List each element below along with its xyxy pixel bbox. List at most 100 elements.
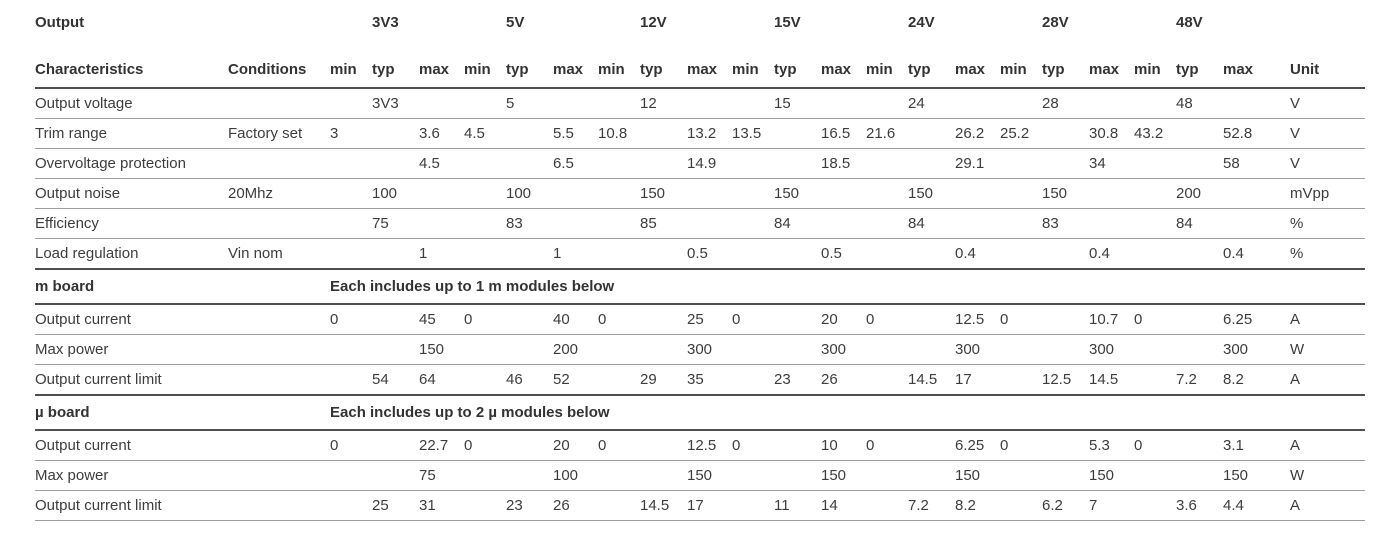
unit-header: Unit (1268, 48, 1365, 89)
typ-value-cell (1176, 238, 1223, 270)
typ-value-cell: 150 (908, 178, 955, 209)
typ-value-cell (1042, 148, 1089, 179)
rail-header: 24V (908, 14, 935, 31)
typ-value-cell (908, 460, 955, 491)
max-value-cell: 300 (955, 334, 1000, 365)
min-value-cell (598, 238, 640, 270)
min-value-cell (1000, 178, 1042, 209)
output-characteristics-table: Output 3V3 5V 12V 15V 24V 28V 48V Characteristi… (35, 12, 1365, 521)
header-spacer (464, 12, 506, 48)
typ-value-cell: 14.5 (640, 490, 687, 521)
table-row: Output current limit 25 31 23 26 14.5 17 11 14 7.… (35, 490, 1365, 521)
typ-value-cell: 7.2 (908, 490, 955, 521)
unit-cell: W (1268, 460, 1365, 491)
typ-value-cell (1176, 304, 1223, 335)
max-value-cell: 16.5 (821, 118, 866, 149)
min-value-cell: 0 (1000, 430, 1042, 461)
max-value-cell: 17 (955, 364, 1000, 396)
max-value-cell: 12.5 (955, 304, 1000, 335)
typ-value-cell (1176, 118, 1223, 149)
max-value-cell: 4.4 (1223, 490, 1268, 521)
table-row: Overvoltage protection 4.5 6.5 14.9 18.5 29.1… (35, 148, 1365, 179)
max-value-cell (687, 88, 732, 119)
typ-value-cell (908, 304, 955, 335)
header-spacer (553, 12, 598, 48)
condition-cell (228, 304, 330, 335)
typ-value-cell (908, 118, 955, 149)
subcol-header-min: min (330, 48, 372, 89)
max-value-cell: 150 (1223, 460, 1268, 491)
max-value-cell: 75 (419, 460, 464, 491)
rail-header: 15V (774, 14, 801, 31)
max-value-cell: 25 (687, 304, 732, 335)
min-value-cell (464, 490, 506, 521)
min-value-cell (1000, 208, 1042, 239)
min-value-cell (1000, 490, 1042, 521)
row-label: Output current (35, 430, 228, 461)
subcol-header-typ: typ (372, 48, 419, 89)
typ-value-cell (908, 238, 955, 270)
max-value-cell (1089, 88, 1134, 119)
typ-value-cell (372, 334, 419, 365)
section-row: m board Each includes up to 1 m modules b… (35, 268, 1365, 305)
condition-cell (228, 364, 330, 396)
min-value-cell: 0 (464, 304, 506, 335)
max-value-cell: 300 (1223, 334, 1268, 365)
row-label: Trim range (35, 118, 228, 149)
min-value-cell (1134, 460, 1176, 491)
min-value-cell (1134, 178, 1176, 209)
max-value-cell: 8.2 (1223, 364, 1268, 396)
header-spacer (1134, 12, 1176, 48)
unit-cell: mVpp (1268, 178, 1365, 209)
min-value-cell (1000, 334, 1042, 365)
subcol-header-max: max (821, 48, 866, 89)
header-spacer (732, 12, 774, 48)
subcol-header-max: max (419, 48, 464, 89)
typ-value-cell (774, 118, 821, 149)
conditions-header: Conditions (228, 48, 330, 89)
min-value-cell (330, 208, 372, 239)
max-value-cell: 64 (419, 364, 464, 396)
max-value-cell: 45 (419, 304, 464, 335)
min-value-cell (598, 490, 640, 521)
datasheet-page: Output 3V3 5V 12V 15V 24V 28V 48V Characteristi… (35, 12, 1365, 521)
unit-cell: A (1268, 490, 1365, 521)
unit-cell: A (1268, 304, 1365, 335)
typ-value-cell (372, 460, 419, 491)
condition-cell (228, 490, 330, 521)
min-value-cell: 0 (1000, 304, 1042, 335)
section-label: m board (35, 268, 330, 305)
max-value-cell: 300 (687, 334, 732, 365)
typ-value-cell (506, 118, 553, 149)
max-value-cell: 8.2 (955, 490, 1000, 521)
typ-value-cell (640, 118, 687, 149)
min-value-cell (464, 208, 506, 239)
min-value-cell (732, 208, 774, 239)
max-value-cell: 0.5 (687, 238, 732, 270)
max-value-cell: 0.4 (1089, 238, 1134, 270)
subcol-header-typ: typ (908, 48, 955, 89)
max-value-cell: 6.5 (553, 148, 598, 179)
min-value-cell: 0 (464, 430, 506, 461)
typ-value-cell: 84 (1176, 208, 1223, 239)
row-label: Output current (35, 304, 228, 335)
typ-value-cell (640, 148, 687, 179)
typ-value-cell (640, 460, 687, 491)
max-value-cell: 6.25 (955, 430, 1000, 461)
max-value-cell: 150 (419, 334, 464, 365)
row-label: Max power (35, 334, 228, 365)
max-value-cell: 35 (687, 364, 732, 396)
max-value-cell: 31 (419, 490, 464, 521)
rail-header-row: Output 3V3 5V 12V 15V 24V 28V 48V (35, 12, 1365, 48)
min-value-cell (1000, 238, 1042, 270)
max-value-cell: 150 (1089, 460, 1134, 491)
min-value-cell: 0 (866, 304, 908, 335)
min-value-cell (732, 364, 774, 396)
table-row: Output voltage 3V3 5 12 15 24 28 48 V (35, 88, 1365, 119)
max-value-cell: 150 (955, 460, 1000, 491)
condition-cell (228, 334, 330, 365)
min-value-cell (464, 88, 506, 119)
typ-value-cell: 7.2 (1176, 364, 1223, 396)
typ-value-cell: 54 (372, 364, 419, 396)
header-spacer (687, 12, 732, 48)
